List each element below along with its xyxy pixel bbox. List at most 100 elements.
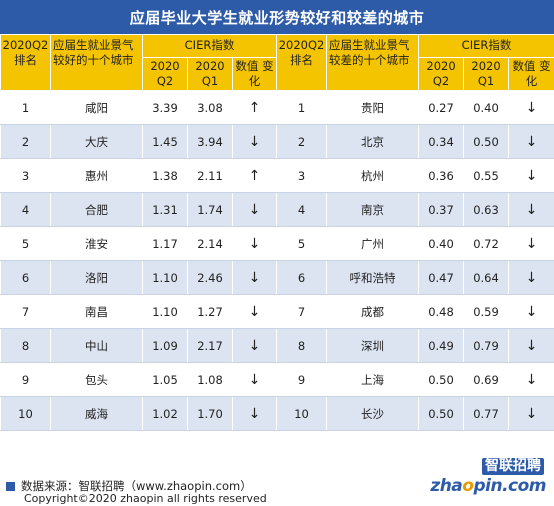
bad-rank-cell: 6 [276,260,328,295]
good-q2-cell: 1.17 [142,226,188,261]
table-row: 6 洛阳 1.10 2.46 ↓ 6 呼和浩特 0.47 0.64 ↓ [0,260,554,295]
good-q2-cell: 1.05 [142,362,188,397]
rank-cell: 4 [0,192,51,227]
bad-q2-cell: 0.34 [418,124,465,159]
header-cier-good: CIER指数 [141,34,278,58]
bad-q2-cell: 0.27 [418,90,465,125]
bad-q1-cell: 0.79 [463,328,510,363]
bad-rank-cell: 3 [276,158,328,193]
bad-rank-cell: 8 [276,328,328,363]
good-q1-cell: 3.08 [187,90,233,125]
table-row: 8 中山 1.09 2.17 ↓ 8 深圳 0.49 0.79 ↓ [0,328,554,363]
good-q1-cell: 1.27 [187,294,233,329]
table-row: 4 合肥 1.31 1.74 ↓ 4 南京 0.37 0.63 ↓ [0,192,554,227]
good-q1-cell: 2.17 [187,328,233,363]
good-q1-cell: 1.74 [187,192,233,227]
bad-change-arrow: ↓ [508,362,554,397]
bad-q2-cell: 0.40 [418,226,465,261]
bullet-square-icon [6,481,15,491]
logo-en-text: zhaopin.com [430,476,546,496]
good-city-cell: 咸阳 [50,90,143,125]
bad-q2-cell: 0.47 [418,260,465,295]
bad-q2-cell: 0.50 [418,396,465,431]
rank-cell: 6 [0,260,51,295]
bad-change-arrow: ↓ [508,158,554,193]
good-change-arrow: ↓ [231,294,278,329]
good-q1-cell: 3.94 [187,124,233,159]
bad-rank-cell: 5 [276,226,328,261]
copyright-text: Copyright©2020 zhaopin all rights reserv… [24,492,267,505]
good-city-cell: 威海 [50,396,143,431]
header-good-q2: 2020 Q2 [142,57,188,91]
good-q1-cell: 2.14 [187,226,233,261]
bad-q2-cell: 0.49 [418,328,465,363]
header-bad-q2: 2020 Q2 [418,57,465,91]
bad-q2-cell: 0.36 [418,158,465,193]
good-change-arrow: ↓ [231,192,278,227]
header-rank-bad: 2020Q2 排名 [276,34,328,91]
table-row: 10 威海 1.02 1.70 ↓ 10 长沙 0.50 0.77 ↓ [0,396,554,431]
bad-q1-cell: 0.40 [463,90,510,125]
bad-city-cell: 成都 [326,294,420,329]
bad-city-cell: 贵阳 [326,90,420,125]
good-change-arrow: ↓ [231,362,278,397]
footer: 数据来源：智联招聘（www.zhaopin.com） Copyright©202… [0,458,554,506]
good-change-arrow: ↓ [231,396,278,431]
good-change-arrow: ↑ [231,158,278,193]
bad-change-arrow: ↓ [508,90,554,125]
good-change-arrow: ↓ [231,328,278,363]
bad-city-cell: 长沙 [326,396,420,431]
bad-change-arrow: ↓ [508,396,554,431]
header-cier-bad: CIER指数 [418,34,554,58]
header-good-city: 应届生就业景气较好的十个城市 [50,34,143,91]
bad-q1-cell: 0.63 [463,192,510,227]
bad-change-arrow: ↓ [508,328,554,363]
bad-city-cell: 上海 [326,362,420,397]
bad-city-cell: 北京 [326,124,420,159]
good-city-cell: 洛阳 [50,260,143,295]
good-city-cell: 合肥 [50,192,143,227]
bad-rank-cell: 2 [276,124,328,159]
bad-change-arrow: ↓ [508,226,554,261]
table-row: 5 淮安 1.17 2.14 ↓ 5 广州 0.40 0.72 ↓ [0,226,554,261]
bad-q2-cell: 0.37 [418,192,465,227]
rank-cell: 9 [0,362,51,397]
header-rank-good: 2020Q2 排名 [0,34,51,91]
bad-city-cell: 深圳 [326,328,420,363]
rank-cell: 5 [0,226,51,261]
good-city-cell: 南昌 [50,294,143,329]
bad-rank-cell: 10 [276,396,328,431]
bad-q1-cell: 0.50 [463,124,510,159]
good-q2-cell: 1.09 [142,328,188,363]
header-good-q1: 2020 Q1 [187,57,233,91]
good-q2-cell: 1.10 [142,294,188,329]
good-q2-cell: 1.10 [142,260,188,295]
good-city-cell: 包头 [50,362,143,397]
rank-cell: 2 [0,124,51,159]
good-q2-cell: 3.39 [142,90,188,125]
good-q1-cell: 1.70 [187,396,233,431]
city-employment-table: 2020Q2 排名 应届生就业景气较好的十个城市 CIER指数 2020Q2 排… [0,34,554,431]
table-row: 9 包头 1.05 1.08 ↓ 9 上海 0.50 0.69 ↓ [0,362,554,397]
bad-q1-cell: 0.77 [463,396,510,431]
bad-rank-cell: 7 [276,294,328,329]
bad-q1-cell: 0.69 [463,362,510,397]
bad-q1-cell: 0.55 [463,158,510,193]
table-row: 2 大庆 1.45 3.94 ↓ 2 北京 0.34 0.50 ↓ [0,124,554,159]
rank-cell: 7 [0,294,51,329]
zhaopin-logo: 智联招聘 zhaopin.com [430,458,546,502]
rank-cell: 1 [0,90,51,125]
bad-change-arrow: ↓ [508,124,554,159]
page-title: 应届毕业大学生就业形势较好和较差的城市 [0,0,554,34]
good-change-arrow: ↓ [231,226,278,261]
header-bad-city: 应届生就业景气较差的十个城市 [326,34,420,91]
bad-q2-cell: 0.50 [418,362,465,397]
bad-city-cell: 广州 [326,226,420,261]
bad-q1-cell: 0.59 [463,294,510,329]
good-q2-cell: 1.31 [142,192,188,227]
rank-cell: 3 [0,158,51,193]
good-q1-cell: 1.08 [187,362,233,397]
bad-city-cell: 南京 [326,192,420,227]
good-city-cell: 惠州 [50,158,143,193]
good-city-cell: 中山 [50,328,143,363]
